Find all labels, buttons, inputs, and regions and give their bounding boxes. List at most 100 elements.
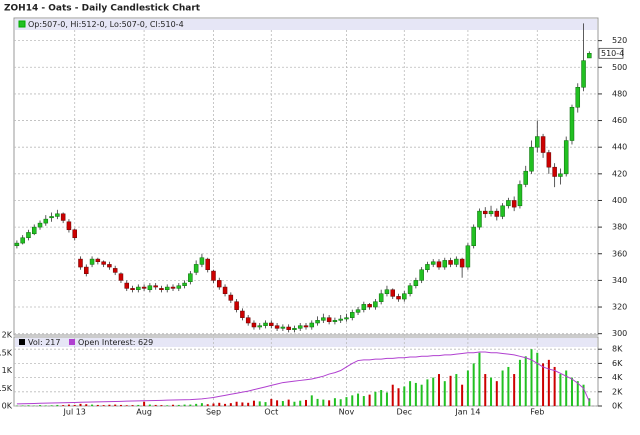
candle-body	[373, 301, 378, 308]
candle-body	[436, 261, 442, 268]
candle-body	[124, 282, 130, 289]
x-tick-label: Dec	[397, 408, 412, 417]
volume-bar	[495, 381, 498, 406]
candle-body	[234, 301, 239, 310]
candle-body	[199, 257, 205, 265]
candle-body	[292, 328, 297, 330]
x-tick-label: Oct	[264, 408, 278, 417]
volume-bar	[461, 384, 464, 406]
volume-bar	[368, 394, 371, 406]
legend-label: Open Interest: 629	[78, 338, 153, 347]
volume-bar	[478, 352, 481, 406]
y-tick-label: 2K	[2, 331, 13, 340]
volume-bar	[131, 405, 134, 406]
volume-bar	[56, 404, 59, 406]
volume-bar	[588, 398, 591, 406]
candle-body	[136, 286, 141, 290]
candle-body	[361, 304, 367, 310]
volume-bar	[339, 399, 342, 406]
volume-bar	[62, 405, 65, 406]
y-tick-label: 440	[612, 143, 627, 152]
candle-body	[402, 293, 407, 300]
legend-strip	[15, 19, 597, 30]
candle-body	[60, 213, 66, 221]
legend-icon	[69, 339, 75, 345]
volume-bar	[466, 370, 469, 406]
volume-bar	[200, 403, 203, 406]
candle-body	[147, 285, 153, 290]
volume-bar	[166, 405, 169, 406]
candle-body	[454, 258, 459, 265]
y-tick-label: .5K	[0, 384, 13, 393]
volume-panel	[13, 336, 599, 407]
volume-bar	[305, 399, 307, 406]
volume-bar	[524, 356, 527, 406]
chart-title: ZOH14 - Oats - Daily Candlestick Chart	[4, 4, 201, 14]
volume-bar	[177, 404, 180, 406]
candle-body	[367, 304, 372, 308]
y-tick-label: 1K	[2, 366, 13, 375]
volume-bar	[576, 381, 579, 406]
volume-bar	[559, 374, 562, 406]
volume-bar	[322, 399, 325, 406]
volume-bar	[287, 399, 290, 406]
volume-bar	[229, 403, 232, 406]
candle-body	[297, 325, 303, 329]
volume-bar	[224, 403, 227, 406]
volume-bar	[125, 405, 128, 406]
volume-bar	[299, 400, 302, 406]
candle-body	[425, 264, 430, 270]
volume-bar	[455, 374, 458, 406]
volume-bar	[85, 404, 88, 406]
candle-body	[407, 285, 413, 294]
y-tick-label: 500	[612, 63, 627, 72]
x-tick-label: Jul 13	[63, 408, 86, 417]
candle-body	[546, 152, 552, 168]
candle-body	[170, 286, 176, 289]
volume-bar	[432, 377, 435, 406]
candle-body	[176, 285, 182, 289]
candle-body	[95, 258, 101, 262]
volume-bar	[403, 386, 406, 406]
y-tick-label: 520	[612, 36, 627, 45]
volume-bar	[206, 404, 209, 406]
y-tick-label: 460	[612, 116, 627, 125]
legend-text: Op:507-0, Hi:512-0, Lo:507-0, Cl:510-4	[28, 20, 184, 29]
candle-body	[523, 170, 528, 185]
candle-body	[217, 280, 222, 288]
y2-tick-label: 2K	[612, 387, 623, 396]
candle-body	[384, 289, 390, 294]
volume-bar	[328, 400, 331, 406]
y-tick-label: 340	[612, 276, 627, 285]
volume-bar	[79, 403, 82, 406]
candle-body	[263, 322, 268, 326]
y-tick-label: 0K	[2, 402, 13, 411]
candle-body	[211, 270, 216, 281]
candle-body	[205, 258, 210, 270]
price-panel	[13, 17, 599, 336]
y-tick-label: 400	[612, 196, 627, 205]
candle-body	[118, 273, 124, 281]
volume-bar	[351, 395, 354, 406]
volume-bar	[507, 366, 510, 406]
candle-body	[535, 136, 540, 148]
candle-body	[274, 325, 280, 329]
volume-bar	[385, 392, 388, 406]
volume-bar	[530, 349, 533, 406]
candle-body	[500, 205, 505, 217]
candle-body	[55, 213, 60, 217]
candle-body	[390, 289, 395, 297]
last-price-box	[598, 47, 624, 59]
candle-body	[228, 294, 234, 301]
candle-body	[72, 229, 77, 239]
y2-tick-label: 8K	[612, 345, 623, 354]
y2-tick-label: 4K	[612, 373, 623, 382]
volume-bar	[409, 381, 412, 406]
volume-bar	[380, 390, 383, 406]
volume-bar	[212, 403, 215, 406]
candle-body	[569, 106, 575, 141]
candle-body	[159, 288, 164, 290]
volume-bar	[241, 402, 244, 406]
candle-body	[78, 258, 83, 268]
